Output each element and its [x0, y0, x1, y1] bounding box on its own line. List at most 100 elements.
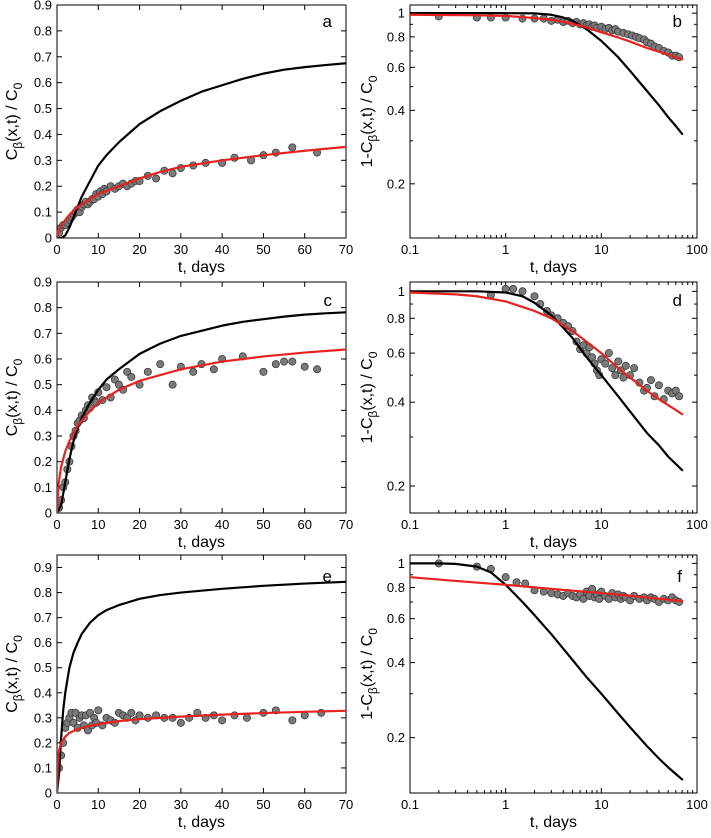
data-point: [604, 349, 613, 358]
red-model-curve: [57, 348, 346, 513]
x-tick-label: 0.1: [401, 242, 419, 257]
black-model-curve: [57, 311, 346, 513]
x-tick-label: 70: [339, 242, 353, 257]
chart-panel-f: 0.1 1 10 100 0.2 0.4 0.6 0.8 1 t, days 1-Cβ(x,t) /…: [359, 554, 708, 831]
x-tick-label: 60: [297, 797, 311, 812]
x-tick-label: 10: [594, 517, 608, 532]
x-axis-label: t, days: [178, 814, 225, 831]
data-point: [242, 713, 251, 722]
data-point: [601, 359, 610, 368]
data-point: [127, 708, 136, 717]
x-axis-label: t, days: [530, 259, 577, 276]
y-axis-label: 1-Cβ(x,t) / C0: [359, 75, 380, 167]
y-tick-label: 0.2: [387, 176, 405, 191]
red-model-curve: [57, 145, 346, 238]
x-axis-label: t, days: [178, 534, 225, 551]
x-tick-label: 0: [53, 517, 60, 532]
red-model-curve: [410, 576, 684, 603]
x-tick-label: 1: [502, 797, 509, 812]
panel-letter: f: [677, 567, 682, 586]
red-model-curve: [410, 291, 684, 416]
x-tick-label: 10: [91, 242, 105, 257]
y-tick-label: 0.8: [387, 29, 405, 44]
y-tick-label: 0.6: [34, 75, 52, 90]
y-tick-label: 0.5: [34, 660, 52, 675]
x-tick-label: 70: [339, 797, 353, 812]
data-point: [110, 375, 119, 384]
y-tick-label: 0.1: [34, 205, 52, 220]
x-tick-label: 60: [297, 517, 311, 532]
y-tick-label: 0.7: [34, 326, 52, 341]
x-tick-label: 40: [215, 242, 229, 257]
data-point: [102, 383, 111, 392]
black-model-curve: [57, 62, 346, 238]
data-point: [288, 143, 297, 152]
y-tick-label: 0.9: [34, 275, 52, 290]
data-point: [654, 381, 663, 390]
x-tick-label: 30: [174, 517, 188, 532]
black-model-curve: [57, 580, 346, 793]
plot-frame: [56, 281, 347, 514]
x-tick-label: 60: [297, 242, 311, 257]
panel-letter: a: [323, 12, 333, 31]
y-tick-label: 0.8: [387, 311, 405, 326]
y-axis-label: 1-Cβ(x,t) / C0: [359, 351, 380, 443]
red-model-curve: [57, 709, 346, 793]
x-tick-label: 100: [686, 797, 708, 812]
panel-letter: b: [673, 12, 682, 31]
y-tick-label: 0.7: [34, 610, 52, 625]
y-tick-label: 0: [45, 506, 52, 521]
data-point: [114, 380, 123, 389]
chart-panel-e: 0 10 20 30 40 50 60 70 0 0.1 0.2 0.3 0.4 0.5 0.6 0.7 0.8…: [4, 554, 353, 831]
data-point: [218, 716, 227, 725]
y-tick-label: 0.8: [34, 23, 52, 38]
y-tick-label: 0.8: [387, 580, 405, 595]
data-point: [288, 716, 297, 725]
data-point: [156, 360, 165, 369]
plot-frame: [56, 4, 347, 239]
x-tick-label: 30: [174, 797, 188, 812]
y-tick-label: 1: [398, 284, 405, 299]
black-model-curve: [410, 12, 684, 136]
x-tick-label: 0: [53, 242, 60, 257]
x-tick-label: 20: [132, 517, 146, 532]
y-tick-label: 0.6: [387, 346, 405, 361]
data-point: [675, 392, 684, 401]
y-tick-label: 0.4: [34, 403, 52, 418]
x-tick-label: 10: [91, 517, 105, 532]
y-tick-label: 0.4: [387, 395, 405, 410]
y-tick-label: 0.4: [387, 655, 405, 670]
data-point: [611, 371, 620, 380]
data-point: [152, 174, 161, 183]
x-tick-label: 70: [339, 517, 353, 532]
y-tick-label: 0.7: [34, 49, 52, 64]
panel-letter: d: [673, 291, 682, 310]
x-axis-label: t, days: [178, 259, 225, 276]
plot-frame: [56, 554, 347, 794]
y-axis-label: Cβ(x,t) / C0: [4, 358, 25, 436]
x-tick-label: 50: [256, 797, 270, 812]
data-point: [608, 364, 617, 373]
plot-frame: [409, 281, 698, 514]
x-tick-label: 20: [132, 242, 146, 257]
x-tick-label: 1: [502, 517, 509, 532]
panel-letter: e: [323, 567, 332, 586]
y-tick-label: 0.8: [34, 300, 52, 315]
data-point: [614, 357, 623, 366]
data-point: [518, 287, 527, 296]
data-point: [127, 372, 136, 381]
black-model-curve: [410, 290, 684, 472]
chart-panel-d: 0.1 1 10 100 0.2 0.4 0.6 0.8 1 t, days 1-Cβ(x,t) /…: [359, 281, 708, 551]
y-tick-label: 0.2: [34, 735, 52, 750]
x-tick-label: 0.1: [401, 797, 419, 812]
x-tick-label: 10: [594, 242, 608, 257]
y-tick-label: 0.3: [34, 153, 52, 168]
y-tick-label: 0.1: [34, 480, 52, 495]
x-tick-label: 20: [132, 797, 146, 812]
data-point: [300, 362, 309, 371]
y-tick-label: 0.8: [34, 585, 52, 600]
data-point: [271, 360, 280, 369]
data-point: [259, 367, 268, 376]
red-model-curve: [410, 13, 684, 61]
chart-panel-b: 0.1 1 10 100 0.2 0.4 0.6 0.8 1 t, days 1-Cβ(x,t) /…: [359, 4, 708, 276]
